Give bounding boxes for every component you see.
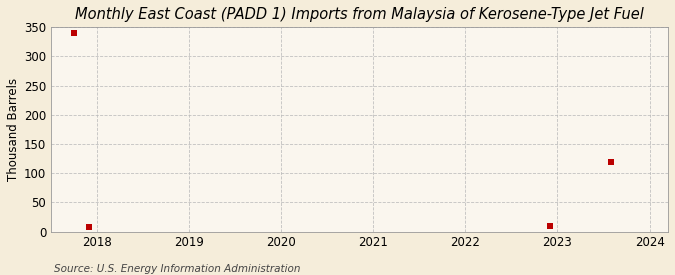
Y-axis label: Thousand Barrels: Thousand Barrels [7,78,20,181]
Point [605,160,616,164]
Point [84,225,95,229]
Point [68,31,79,35]
Text: Source: U.S. Energy Information Administration: Source: U.S. Energy Information Administ… [54,264,300,274]
Title: Monthly East Coast (PADD 1) Imports from Malaysia of Kerosene-Type Jet Fuel: Monthly East Coast (PADD 1) Imports from… [75,7,644,22]
Point [545,224,556,228]
